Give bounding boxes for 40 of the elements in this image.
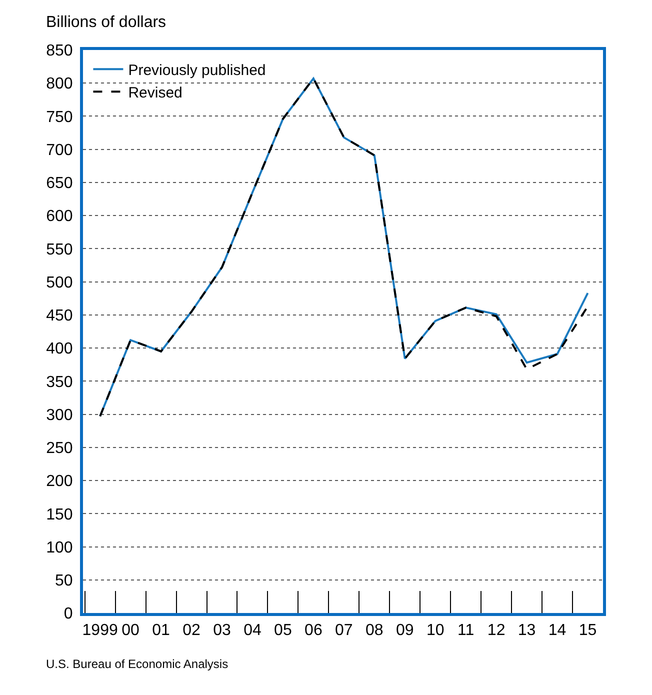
legend-label: Previously published xyxy=(128,62,266,79)
y-tick-label: 300 xyxy=(46,406,73,424)
y-tick-label: 0 xyxy=(64,606,73,623)
y-tick-label: 650 xyxy=(46,175,73,192)
y-tick-label: 100 xyxy=(46,539,73,556)
x-tick-label: 05 xyxy=(274,622,292,640)
x-tick-label: 02 xyxy=(182,622,201,640)
y-tick-label: 800 xyxy=(46,76,73,93)
y-tick-label: 350 xyxy=(46,374,73,391)
x-tick-label: 00 xyxy=(122,622,140,640)
x-tick-label: 01 xyxy=(152,622,170,640)
y-tick-label: 450 xyxy=(46,308,73,325)
y-tick-label: 600 xyxy=(46,208,73,226)
y-tick-label: 150 xyxy=(46,506,73,524)
x-tick-label: 15 xyxy=(578,622,597,640)
y-tick-label: 550 xyxy=(46,241,73,258)
y-tick-label: 750 xyxy=(46,108,73,126)
x-tick-label: 09 xyxy=(396,622,414,640)
x-tick-label: 08 xyxy=(366,622,384,640)
x-tick-label: 06 xyxy=(304,622,322,640)
x-tick-label: 13 xyxy=(518,622,536,640)
y-tick-label: 200 xyxy=(46,473,73,490)
y-tick-label: 400 xyxy=(46,340,73,358)
line-series xyxy=(99,77,589,418)
text: U.S. Bureau of Economic Analysis xyxy=(46,657,228,671)
x-tick-label: 11 xyxy=(458,622,474,640)
y-tick-label: 500 xyxy=(46,274,73,292)
y-axis-title: Billions of dollars xyxy=(46,14,166,31)
x-tick-label: 07 xyxy=(335,622,353,640)
y-tick-label: 250 xyxy=(46,440,73,458)
x-tick-label: 03 xyxy=(213,622,231,640)
x-tick-label: 14 xyxy=(548,622,566,640)
x-tick-label: 04 xyxy=(244,622,262,640)
x-tick-label: 12 xyxy=(487,622,506,640)
y-tick-label: 50 xyxy=(55,572,73,590)
x-tick-label: 1999 xyxy=(82,622,118,640)
y-tick-label: 850 xyxy=(46,42,73,60)
y-tick-label: 700 xyxy=(46,142,73,159)
legend-label: Revised xyxy=(128,84,182,102)
x-tick-label: 10 xyxy=(426,622,444,640)
